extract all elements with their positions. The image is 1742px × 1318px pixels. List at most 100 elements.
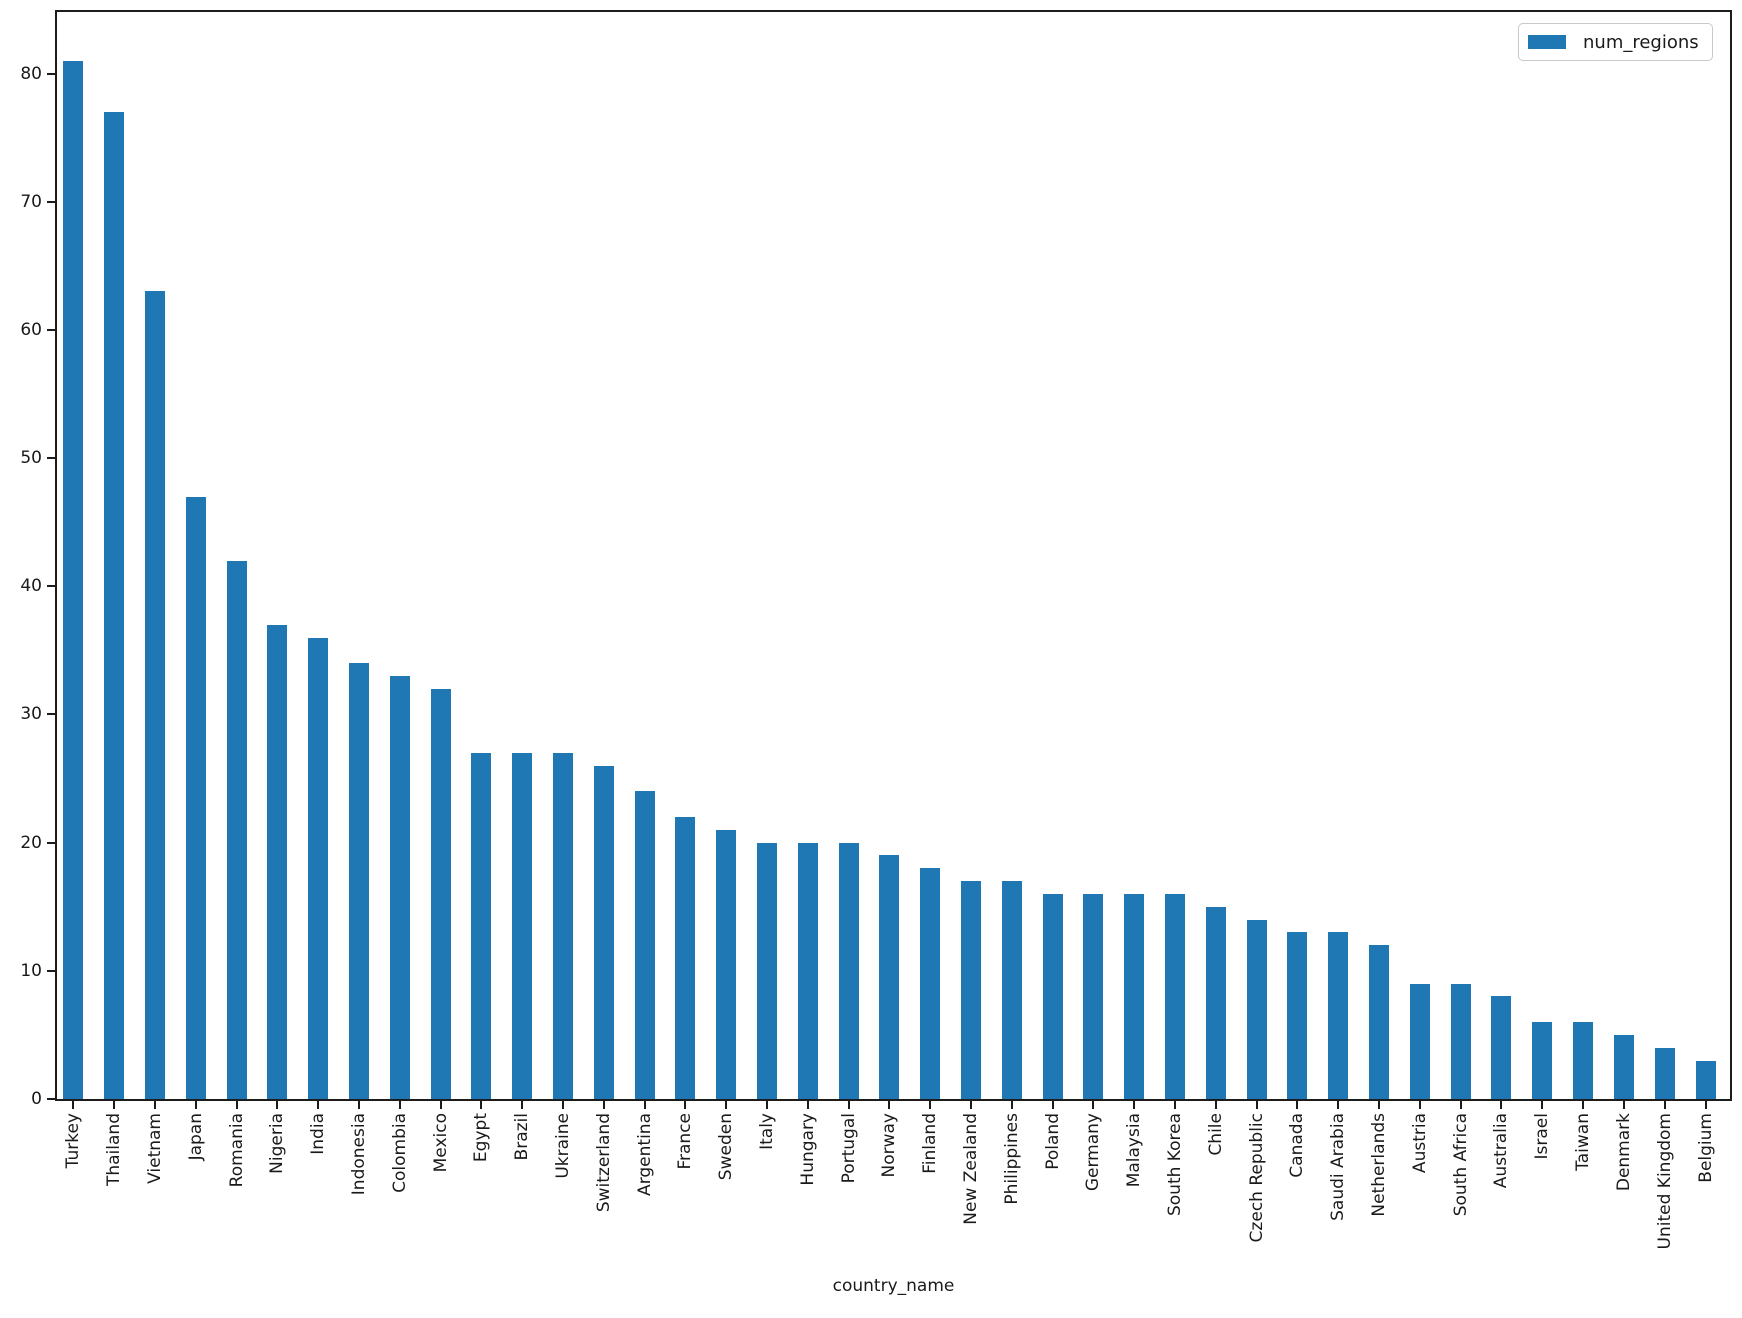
- bar: [431, 688, 451, 1099]
- bar: [716, 829, 736, 1099]
- y-tick-label: 0: [31, 1089, 42, 1109]
- x-tick-mark: [1705, 1101, 1707, 1109]
- bar: [1655, 1047, 1675, 1099]
- x-tick-mark: [113, 1101, 115, 1109]
- x-tick-label: Australia: [1491, 1113, 1511, 1189]
- x-tick-label: Sweden: [716, 1113, 736, 1181]
- x-tick-mark: [1215, 1101, 1217, 1109]
- y-tick-mark: [47, 200, 55, 203]
- bar: [1696, 1060, 1716, 1099]
- bar: [390, 675, 410, 1099]
- x-tick-mark: [1337, 1101, 1339, 1109]
- bar: [920, 868, 940, 1099]
- x-tick-mark: [1500, 1101, 1502, 1109]
- x-tick-mark: [1623, 1101, 1625, 1109]
- bar: [1451, 983, 1471, 1099]
- x-tick-label: Netherlands: [1369, 1113, 1389, 1217]
- x-tick-label: Brazil: [512, 1113, 532, 1161]
- x-tick-mark: [1052, 1101, 1054, 1109]
- y-tick-mark: [47, 969, 55, 972]
- x-axis-title: country_name: [832, 1276, 955, 1296]
- x-tick-label: Italy: [757, 1113, 777, 1150]
- bar: [1206, 906, 1226, 1099]
- y-tick-mark: [47, 841, 55, 844]
- bar: [553, 752, 573, 1099]
- x-tick-label: New Zealand: [961, 1113, 981, 1225]
- x-tick-mark: [399, 1101, 401, 1109]
- x-tick-label: Ukraine: [553, 1113, 573, 1179]
- x-tick-label: South Korea: [1165, 1113, 1185, 1217]
- bar: [675, 816, 695, 1099]
- x-tick-label: Taiwan: [1573, 1113, 1593, 1171]
- x-tick-mark: [358, 1101, 360, 1109]
- y-tick-mark: [47, 457, 55, 460]
- x-tick-label: United Kingdom: [1655, 1113, 1675, 1250]
- y-tick-mark: [47, 328, 55, 331]
- x-tick-mark: [1256, 1101, 1258, 1109]
- x-tick-label: Czech Republic: [1247, 1113, 1267, 1243]
- bar: [1002, 881, 1022, 1099]
- y-tick-mark: [47, 1098, 55, 1100]
- x-tick-mark: [154, 1101, 156, 1109]
- bar: [471, 752, 491, 1099]
- x-tick-label: Malaysia: [1124, 1113, 1144, 1188]
- x-tick-mark: [440, 1101, 442, 1109]
- bar: [1165, 893, 1185, 1099]
- x-tick-mark: [970, 1101, 972, 1109]
- bar: [1043, 893, 1063, 1099]
- legend-label: num_regions: [1583, 31, 1699, 53]
- x-tick-mark: [603, 1101, 605, 1109]
- bar: [1328, 932, 1348, 1099]
- bar: [267, 624, 287, 1099]
- x-tick-label: South Africa: [1451, 1113, 1471, 1217]
- x-tick-mark: [1296, 1101, 1298, 1109]
- bar: [349, 663, 369, 1099]
- bar: [308, 637, 328, 1099]
- x-tick-label: Germany: [1083, 1113, 1103, 1192]
- x-tick-mark: [888, 1101, 890, 1109]
- y-tick-label: 30: [20, 704, 42, 725]
- bar: [757, 842, 777, 1099]
- bar: [635, 791, 655, 1099]
- x-tick-mark: [1133, 1101, 1135, 1109]
- x-tick-mark: [236, 1101, 238, 1109]
- bar: [594, 765, 614, 1099]
- x-tick-mark: [521, 1101, 523, 1109]
- x-tick-label: Denmark: [1614, 1113, 1634, 1192]
- bar: [1573, 1022, 1593, 1099]
- x-tick-mark: [644, 1101, 646, 1109]
- x-tick-label: Finland: [920, 1113, 940, 1174]
- x-tick-label: Portugal: [839, 1113, 859, 1184]
- x-tick-label: Indonesia: [349, 1113, 369, 1196]
- x-tick-label: Poland: [1043, 1113, 1063, 1170]
- x-tick-label: Austria: [1410, 1113, 1430, 1174]
- bar: [1083, 893, 1103, 1099]
- x-tick-mark: [1419, 1101, 1421, 1109]
- y-tick-mark: [47, 585, 55, 588]
- x-tick-label: Nigeria: [267, 1113, 287, 1174]
- x-tick-label: Thailand: [104, 1113, 124, 1187]
- y-tick-mark: [47, 72, 55, 75]
- y-tick-label: 50: [20, 448, 42, 469]
- y-tick-label: 40: [20, 576, 42, 597]
- x-tick-mark: [807, 1101, 809, 1109]
- y-tick-label: 80: [20, 63, 42, 84]
- x-tick-mark: [1174, 1101, 1176, 1109]
- bar: [1247, 919, 1267, 1099]
- x-tick-mark: [317, 1101, 319, 1109]
- bar: [1287, 932, 1307, 1099]
- bar: [1369, 945, 1389, 1099]
- x-tick-label: Switzerland: [594, 1113, 614, 1213]
- x-tick-mark: [929, 1101, 931, 1109]
- x-tick-mark: [1011, 1101, 1013, 1109]
- x-tick-mark: [276, 1101, 278, 1109]
- x-tick-mark: [72, 1101, 74, 1109]
- x-tick-mark: [848, 1101, 850, 1109]
- y-tick-label: 20: [20, 832, 42, 853]
- x-tick-mark: [1541, 1101, 1543, 1109]
- y-tick-label: 60: [20, 319, 42, 340]
- bar: [512, 752, 532, 1099]
- bar: [227, 560, 247, 1099]
- x-tick-label: Mexico: [431, 1113, 451, 1173]
